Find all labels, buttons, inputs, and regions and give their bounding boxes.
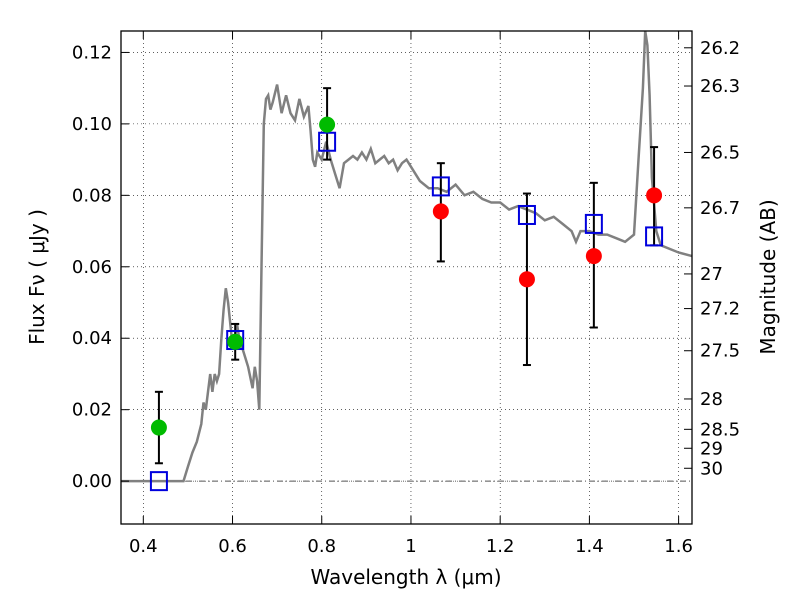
right-tick-label: 30: [700, 458, 723, 479]
x-tick-label: 1.6: [664, 536, 693, 557]
green-data-point: [319, 116, 336, 133]
right-tick-label: 29: [700, 438, 723, 459]
right-tick-label: 26.5: [700, 142, 740, 163]
green-data-point: [150, 419, 167, 436]
y-axis-label: Flux Fν ( μJy ): [25, 209, 49, 345]
right-tick-label: 26.2: [700, 38, 740, 59]
model-square-point: [645, 226, 664, 247]
grid: [121, 31, 692, 524]
y-tick-label: 0.02: [72, 400, 112, 421]
right-tick-label: 27.2: [700, 299, 740, 320]
right-tick-label: 27.5: [700, 341, 740, 362]
model-square-point: [431, 176, 450, 197]
y-tick-label: 0.00: [72, 471, 112, 492]
y-tick-label: 0.04: [72, 328, 112, 349]
model-square-point: [318, 131, 337, 152]
right-tick-label: 28: [700, 389, 723, 410]
y-tick-label: 0.08: [72, 185, 112, 206]
y-tick-label: 0.10: [72, 114, 112, 135]
x-tick-label: 0.6: [218, 536, 247, 557]
y-tick-label: 0.06: [72, 257, 112, 278]
right-axis-label: Magnitude (AB): [756, 199, 780, 354]
model-square-point: [584, 213, 603, 234]
right-tick-label: 26.7: [700, 198, 740, 219]
plot-frame: [120, 30, 693, 525]
x-axis-label: Wavelength λ (μm): [310, 565, 501, 589]
red-data-point: [518, 271, 535, 288]
x-axis-ticks: 0.4 0.6 0.8 1 1.2 1.4 1.6: [129, 31, 693, 557]
right-tick-label: 27: [700, 264, 723, 285]
x-tick-label: 1.2: [486, 536, 515, 557]
errorbars: [154, 87, 659, 465]
y-tick-label: 0.12: [72, 42, 112, 63]
right-tick-label: 26.3: [700, 76, 740, 97]
data-points: [150, 116, 663, 436]
right-tick-label: 28.5: [700, 419, 740, 440]
red-data-point: [585, 248, 602, 265]
x-tick-label: 1: [405, 536, 416, 557]
model-spectrum-line: [121, 30, 693, 483]
green-data-point: [227, 333, 244, 350]
model-square-point: [149, 471, 168, 492]
x-tick-label: 0.8: [307, 536, 336, 557]
model-square-point: [517, 204, 536, 225]
red-data-point: [432, 203, 449, 220]
model-squares: [149, 131, 664, 492]
x-tick-label: 1.4: [575, 536, 604, 557]
x-tick-label: 0.4: [129, 536, 158, 557]
y-axis-ticks: 0.00 0.02 0.04 0.06 0.08 0.10 0.12: [72, 42, 129, 492]
red-data-point: [646, 187, 663, 204]
